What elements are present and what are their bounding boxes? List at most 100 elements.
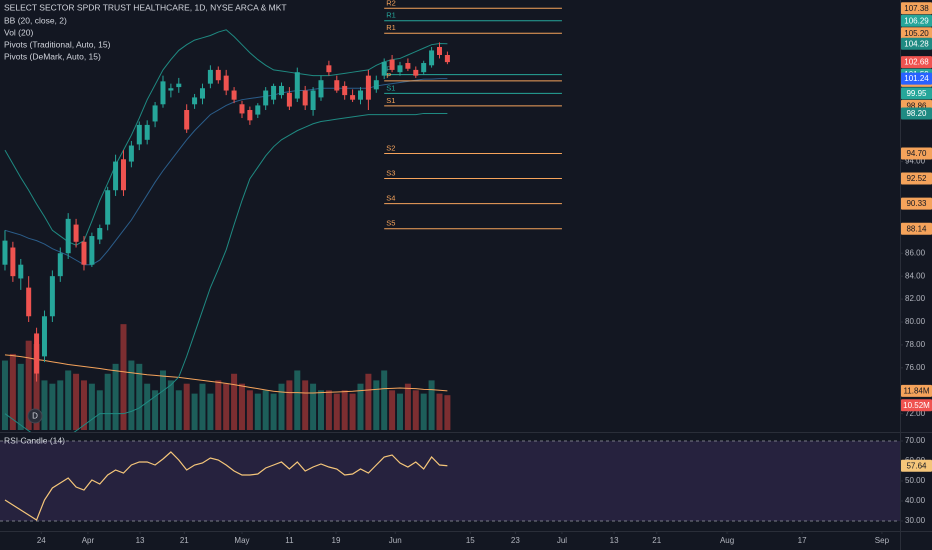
volume-bar: [128, 360, 135, 430]
volume-bar: [152, 390, 159, 430]
pivot-name: R1: [386, 11, 396, 20]
candle-body: [357, 90, 363, 100]
price-tag: [901, 72, 932, 85]
pivot-name: S3: [386, 169, 395, 178]
candle-body: [184, 110, 190, 130]
candle-body: [263, 90, 269, 106]
rsi-layer: [0, 440, 900, 522]
y-tick-label: 40.00: [905, 496, 926, 505]
bollinger-band: [4, 112, 448, 432]
volume-bar: [373, 380, 380, 430]
price-tag: [901, 14, 932, 27]
x-tick-label: 17: [798, 536, 807, 545]
price-tag: [901, 222, 932, 235]
candle-body: [421, 63, 427, 73]
x-tick-label: Sep: [875, 536, 890, 545]
price-tag-label: 102.68: [904, 58, 929, 67]
price-tag: [901, 37, 932, 50]
volume-bar: [112, 363, 119, 430]
volume-bar: [104, 373, 111, 430]
volume-bar: [49, 383, 56, 430]
volume-bar: [396, 393, 403, 430]
candle-body: [2, 240, 8, 265]
volume-bar: [333, 393, 340, 430]
price-tag: [901, 384, 932, 397]
y-tick-label: 84.00: [905, 271, 926, 280]
candle-body: [239, 104, 245, 114]
x-tick-label: Apr: [82, 536, 95, 545]
volume-bar: [17, 363, 24, 430]
volume-bar: [41, 380, 48, 430]
x-tick-label: 24: [37, 536, 46, 545]
price-tag: [901, 107, 932, 120]
candle-body: [373, 80, 379, 90]
candle-body: [120, 159, 126, 191]
volume-bar: [436, 393, 443, 430]
candle-body: [334, 80, 340, 91]
candle-body: [429, 50, 435, 66]
volume-bar: [207, 393, 214, 430]
candle-body: [26, 287, 32, 317]
pivot-name: S1: [386, 96, 395, 105]
pivot-name: P: [386, 71, 391, 80]
price-tag-label: 92.52: [906, 174, 927, 183]
rsi-line: [4, 451, 448, 521]
candle-body: [65, 218, 71, 254]
price-tag-label: 11.84M: [903, 386, 929, 395]
volume-bar: [191, 393, 198, 430]
volume-bar: [88, 383, 95, 430]
candle-body: [41, 316, 47, 357]
volume-bar: [215, 380, 222, 430]
candle-body: [318, 80, 324, 98]
y-tick-label: 72.00: [905, 409, 926, 418]
price-tag-label: 94.70: [906, 149, 927, 158]
candle-body: [286, 92, 292, 107]
x-tick-label: Aug: [720, 536, 734, 545]
price-tag-label: 98.20: [906, 109, 927, 118]
candle-body: [89, 236, 95, 265]
candle-body: [49, 276, 55, 317]
indicator-legend: BB (20, close, 2): [4, 15, 67, 25]
x-tick-label: 23: [511, 536, 520, 545]
candle-body: [192, 97, 198, 105]
volume-bar: [381, 370, 388, 430]
volume-bar: [365, 373, 372, 430]
volume-bar: [238, 383, 245, 430]
volume-bar: [254, 393, 261, 430]
candle-body: [215, 69, 221, 81]
price-tag: [901, 56, 932, 69]
volume-bar: [341, 390, 348, 430]
y-tick-label: 94.00: [905, 157, 926, 166]
candle-body: [128, 145, 134, 162]
candle-body: [18, 264, 24, 279]
x-tick-label: May: [234, 536, 249, 545]
candle-body: [207, 69, 213, 84]
pivot-name: S2: [386, 144, 395, 153]
volume-bar: [223, 383, 230, 430]
rsi-band: [0, 441, 900, 521]
volume-bar: [389, 390, 396, 430]
x-tick-label: 11: [285, 536, 294, 545]
pivot-name: R2: [386, 0, 396, 7]
candle-body: [365, 75, 371, 100]
x-tick-label: Jun: [389, 536, 402, 545]
candle-body: [136, 124, 142, 145]
pivot-name: R1: [386, 23, 396, 32]
volume-bar: [286, 380, 293, 430]
volume-bar: [183, 383, 190, 430]
candle-body: [350, 95, 356, 100]
price-tag: [901, 147, 932, 160]
volume-bar: [57, 380, 64, 430]
pivot-name: S5: [386, 219, 395, 228]
y-tick-label: 78.00: [905, 340, 926, 349]
candle-body: [199, 88, 205, 99]
y-tick-label: 80.00: [905, 317, 926, 326]
y-tick-label: 82.00: [905, 294, 926, 303]
candle-body: [160, 81, 166, 105]
candle-body: [310, 90, 316, 111]
volume-bar: [9, 353, 16, 430]
price-tag-label: 101.24: [904, 74, 929, 83]
volume-bar: [302, 380, 309, 430]
